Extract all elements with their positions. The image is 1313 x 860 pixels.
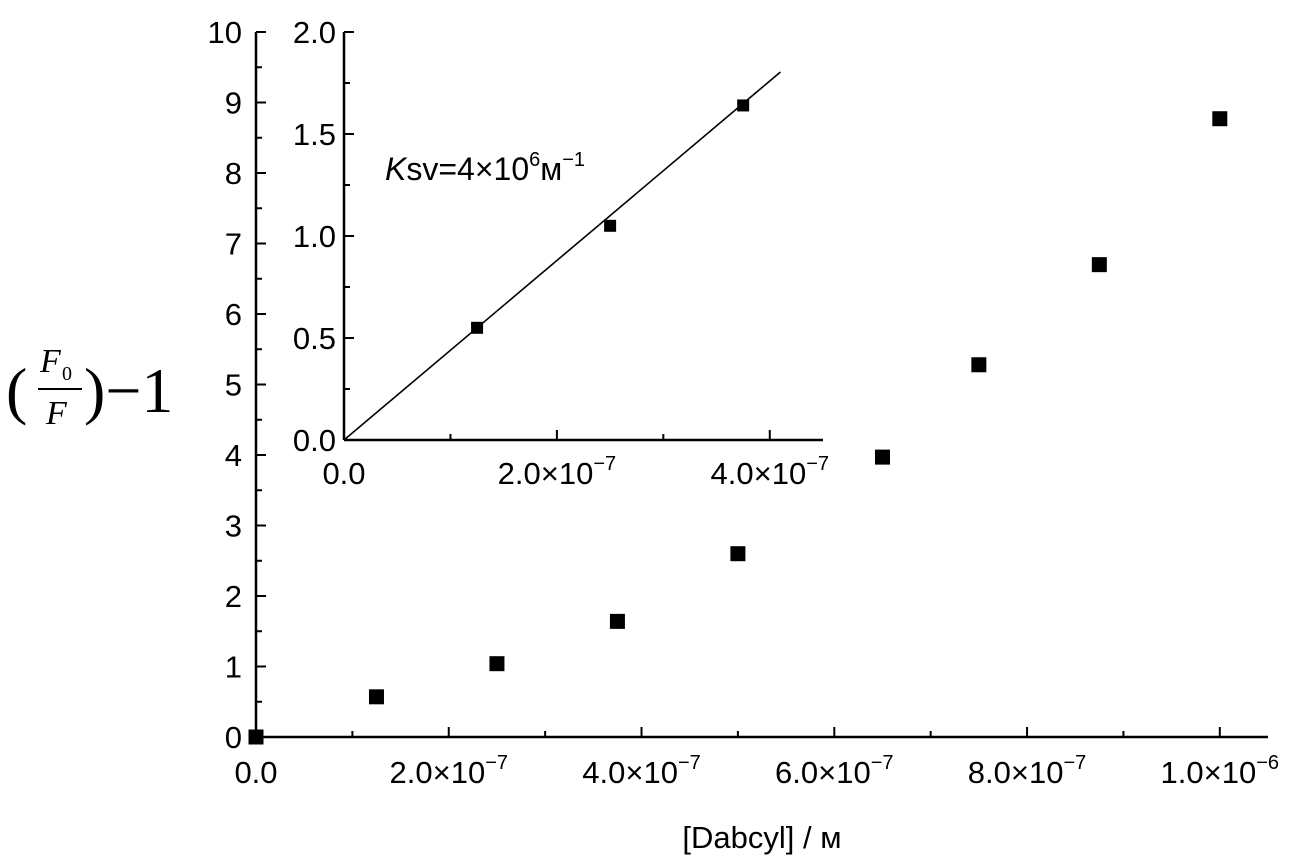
data-point <box>609 613 625 629</box>
inset-data-point <box>737 99 750 112</box>
inset-x-tick-label: 4.0×10−7 <box>711 453 830 491</box>
inset-data-point <box>604 219 617 232</box>
inset-y-tick-label: 2.0 <box>293 15 336 50</box>
y-title-numerator-sub: 0 <box>62 363 72 385</box>
data-point <box>368 689 384 705</box>
inset-fit-line <box>343 71 781 441</box>
inset-y-tick-label: 1.5 <box>293 117 336 152</box>
y-tick-label: 9 <box>225 86 242 121</box>
y-tick-label: 2 <box>225 579 242 614</box>
inset-y-tick-label: 0.0 <box>293 423 336 458</box>
x-tick-label: 8.0×10−7 <box>968 752 1087 790</box>
inset-y-tick-label: 1.0 <box>293 219 336 254</box>
data-point <box>489 656 505 672</box>
x-tick-label: 2.0×10−7 <box>390 752 509 790</box>
y-tick-label: 5 <box>225 368 242 403</box>
y-title-denominator: F <box>45 395 68 432</box>
inset-x-tick-label: 0.0 <box>322 456 365 491</box>
x-tick-label: 4.0×10−7 <box>582 752 701 790</box>
y-tick-label: 3 <box>225 509 242 544</box>
data-point <box>248 729 264 745</box>
y-title-suffix: )−1 <box>84 355 173 426</box>
data-point <box>874 449 890 465</box>
x-tick-label: 6.0×10−7 <box>775 752 894 790</box>
y-tick-label: 1 <box>225 650 242 685</box>
data-point <box>730 546 746 562</box>
y-tick-label: 10 <box>208 15 242 50</box>
data-point <box>1212 111 1228 127</box>
inset-y-tick-label: 0.5 <box>293 321 336 356</box>
y-tick-label: 4 <box>225 438 242 473</box>
y-title-paren-open: ( <box>6 355 27 426</box>
x-axis-title: [Dabcyl] / м <box>682 820 841 855</box>
x-tick-label: 0.0 <box>234 755 277 790</box>
inset-plot: 0.0 0.5 1.0 1.5 2.0 0.0 2.0×10−7 4.0×10−7 <box>293 15 829 491</box>
x-tick-label: 1.0×10−6 <box>1161 752 1280 790</box>
data-point <box>971 357 987 373</box>
main-plot: 0 1 2 3 4 5 6 7 8 9 10 0.0 2.0×10−7 4.0×10−7 6.0×10−7 8… <box>208 15 1280 790</box>
inset-data-point <box>471 321 484 334</box>
y-tick-label: 7 <box>225 227 242 262</box>
y-axis-title: ( F 0 F )−1 <box>6 343 173 432</box>
data-point <box>1091 257 1107 273</box>
y-tick-label: 6 <box>225 297 242 332</box>
y-title-numerator: F <box>39 343 62 380</box>
y-tick-label: 0 <box>225 720 242 755</box>
ksv-annotation: Ksv=4×106м−1 <box>385 149 585 187</box>
y-tick-label: 8 <box>225 156 242 191</box>
inset-x-tick-label: 2.0×10−7 <box>498 453 617 491</box>
